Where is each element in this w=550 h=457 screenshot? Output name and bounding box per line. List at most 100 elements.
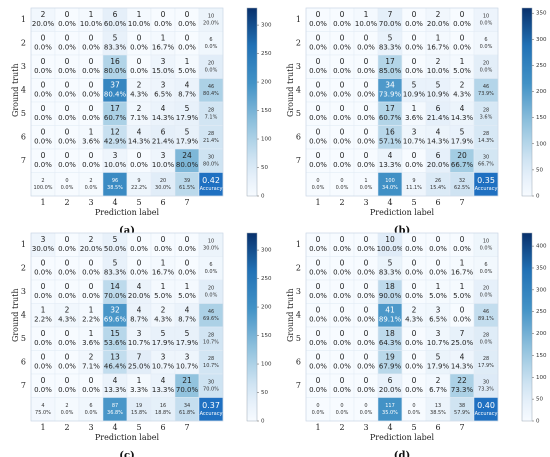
col-total-percent: 61.8%	[179, 410, 195, 416]
row-total-percent: 0.0%	[480, 44, 493, 50]
col-total-percent: 57.9%	[454, 410, 470, 416]
cell-percent: 21.4%	[427, 114, 450, 122]
col-total-count: 1	[364, 178, 367, 184]
cell-percent: 0.0%	[309, 292, 327, 300]
x-tick-label: 2	[339, 198, 344, 207]
x-tick-label: 4	[112, 198, 117, 207]
cell-percent: 0.0%	[82, 67, 100, 75]
x-tick-label: 7	[184, 423, 189, 432]
col-total-percent: 0.0%	[85, 410, 98, 416]
cell-count: 4	[137, 306, 142, 315]
cell-percent: 0.0%	[405, 339, 423, 347]
cell-percent: 0.0%	[357, 44, 375, 52]
cell-percent: 13.3%	[379, 161, 402, 169]
cell-percent: 90.0%	[379, 292, 402, 300]
x-tick-label: 5	[136, 198, 141, 207]
cell-count: 6	[388, 376, 393, 385]
cell-count: 0	[364, 34, 369, 43]
cell-percent: 0.0%	[429, 245, 447, 253]
col-total-percent: 0.0%	[408, 410, 421, 416]
cell-count: 2	[137, 81, 142, 90]
col-total-percent: 35.0%	[382, 410, 398, 416]
cell-percent: 8.7%	[178, 91, 196, 99]
cell-count: 5	[185, 104, 190, 113]
row-total-count: 20	[208, 61, 214, 67]
col-total-percent: 15.8%	[131, 410, 147, 416]
cell-percent: 0.0%	[309, 20, 327, 28]
row-total-percent: 73.3%	[478, 387, 494, 393]
cell-percent: 70.0%	[104, 292, 127, 300]
cell-count: 0	[137, 151, 142, 160]
cell-percent: 0.0%	[34, 138, 52, 146]
col-total-percent: 36.8%	[107, 410, 123, 416]
y-tick-label: 6	[296, 132, 301, 141]
cell-count: 5	[436, 353, 441, 362]
col-total-percent: 0.0%	[360, 410, 373, 416]
x-axis-label: Prediction label	[370, 433, 435, 442]
col-total-count: 0	[340, 403, 343, 409]
x-tick-label: 1	[40, 198, 45, 207]
row-total-percent: 89.1%	[478, 316, 494, 322]
col-total-count: 0	[340, 178, 343, 184]
row-total-count: 20	[208, 286, 214, 292]
row-total-count: 28	[483, 131, 489, 137]
cell-percent: 0.0%	[429, 269, 447, 277]
cell-count: 0	[65, 81, 70, 90]
accuracy-value: 0.42	[202, 176, 220, 185]
cell-count: 18	[385, 282, 395, 291]
cell-count: 12	[110, 128, 120, 137]
cell-count: 0	[364, 235, 369, 244]
cell-percent: 0.0%	[130, 269, 148, 277]
cell-count: 1	[89, 10, 94, 19]
y-tick-label: 4	[296, 85, 301, 94]
cell-count: 4	[185, 306, 190, 315]
colorbar-tick-label: 250	[536, 63, 547, 69]
panel-label: (c)	[119, 451, 135, 457]
y-tick-label: 3	[21, 62, 26, 71]
x-tick-label: 6	[435, 423, 440, 432]
cell-count: 0	[460, 10, 465, 19]
cell-count: 19	[385, 353, 395, 362]
cell-percent: 20.0%	[379, 386, 402, 394]
cell-count: 0	[364, 353, 369, 362]
col-total-count: 2	[41, 178, 44, 184]
cell-percent: 10.0%	[80, 20, 103, 28]
row-total-percent: 80.0%	[203, 162, 219, 168]
cell-count: 0	[41, 259, 46, 268]
y-tick-label: 4	[296, 310, 301, 319]
cell-percent: 0.0%	[333, 91, 351, 99]
row-total-percent: 0.0%	[480, 68, 493, 74]
cell-count: 1	[412, 104, 417, 113]
cell-count: 0	[364, 282, 369, 291]
cell-count: 1	[460, 57, 465, 66]
cell-count: 0	[89, 104, 94, 113]
cell-count: 0	[364, 376, 369, 385]
cell-count: 0	[89, 376, 94, 385]
col-total-percent: 0.0%	[85, 185, 98, 191]
x-axis-label: Prediction label	[370, 208, 435, 217]
cell-count: 0	[185, 259, 190, 268]
cell-count: 0	[41, 353, 46, 362]
x-tick-label: 4	[387, 198, 392, 207]
cell-count: 0	[412, 57, 417, 66]
cell-percent: 0.0%	[357, 316, 375, 324]
col-total-count: 26	[435, 178, 441, 184]
cell-percent: 0.0%	[405, 269, 423, 277]
cell-percent: 10.7%	[403, 138, 426, 146]
cell-count: 0	[316, 353, 321, 362]
cell-percent: 0.0%	[357, 114, 375, 122]
cell-percent: 0.0%	[130, 161, 148, 169]
cell-percent: 0.0%	[82, 161, 100, 169]
cell-count: 0	[340, 306, 345, 315]
cell-percent: 0.0%	[58, 292, 76, 300]
cell-percent: 67.9%	[379, 363, 402, 371]
cell-count: 1	[436, 282, 441, 291]
x-tick-label: 1	[40, 423, 45, 432]
cell-percent: 14.3%	[152, 114, 175, 122]
cell-percent: 10.7%	[152, 363, 175, 371]
cell-percent: 0.0%	[58, 363, 76, 371]
cell-count: 0	[340, 329, 345, 338]
cell-percent: 83.3%	[104, 44, 127, 52]
col-total-percent: 38.5%	[430, 410, 446, 416]
cell-count: 0	[340, 128, 345, 137]
